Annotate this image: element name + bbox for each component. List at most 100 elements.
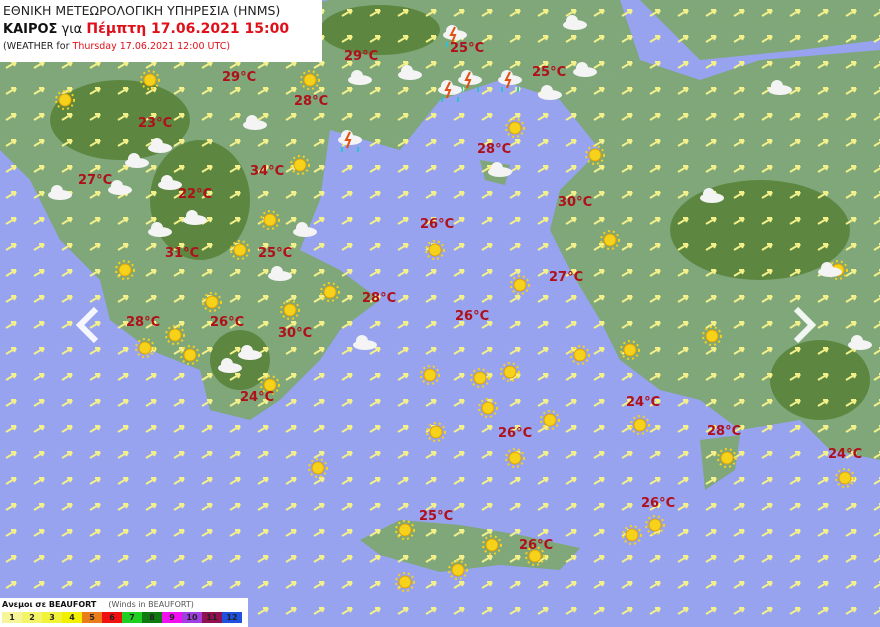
cloud-icon <box>183 210 207 225</box>
agency-name: ΕΘΝΙΚΗ ΜΕΤΕΩΡΟΛΟΓΙΚΗ ΥΠΗΡΕΣΙΑ (HNMS) <box>3 3 281 18</box>
temperature-label: 22°C <box>178 187 213 202</box>
cloud-icon <box>48 185 72 200</box>
map-header: ΕΘΝΙΚΗ ΜΕΤΕΩΡΟΛΟΓΙΚΗ ΥΠΗΡΕΣΙΑ (HNMS) ΚΑΙ… <box>0 0 322 62</box>
beaufort-level: 12 <box>222 612 242 623</box>
cloud-icon <box>238 345 262 360</box>
cloud-icon <box>353 335 377 350</box>
sun-icon <box>165 325 185 345</box>
temperature-label: 28°C <box>477 142 512 157</box>
cloud-icon <box>538 85 562 100</box>
sun-icon <box>505 118 525 138</box>
cloud-icon <box>158 175 182 190</box>
thunderstorm-icon <box>443 25 467 47</box>
temperature-label: 25°C <box>532 65 567 80</box>
temperature-label: 26°C <box>641 496 676 511</box>
temperature-label: 30°C <box>558 195 593 210</box>
cloud-icon <box>398 65 422 80</box>
weather-label: ΚΑΙΡΟΣ <box>3 22 58 37</box>
thunderstorm-icon <box>438 80 462 102</box>
weather-icons <box>48 15 872 592</box>
temperature-label: 26°C <box>498 426 533 441</box>
temperature-label: 25°C <box>258 246 293 261</box>
temperature-label: 26°C <box>420 217 455 232</box>
sun-icon <box>180 345 200 365</box>
sun-icon <box>570 345 590 365</box>
sun-icon <box>448 560 468 580</box>
sun-icon <box>395 572 415 592</box>
temperature-label: 25°C <box>450 41 485 56</box>
previous-button[interactable] <box>72 305 106 345</box>
sun-icon <box>260 210 280 230</box>
sun-icon <box>620 340 640 360</box>
cloud-icon <box>848 335 872 350</box>
temperature-label: 25°C <box>419 509 454 524</box>
beaufort-level: 8 <box>142 612 162 623</box>
beaufort-level: 1 <box>2 612 22 623</box>
sun-icon <box>202 292 222 312</box>
temperature-label: 27°C <box>549 270 584 285</box>
temperature-label: 34°C <box>250 164 285 179</box>
temperature-label: 31°C <box>165 246 200 261</box>
sun-icon <box>280 300 300 320</box>
cloud-icon <box>768 80 792 95</box>
beaufort-level: 7 <box>122 612 142 623</box>
sun-icon <box>426 422 446 442</box>
temperature-label: 28°C <box>707 424 742 439</box>
sun-icon <box>140 70 160 90</box>
temperature-label: 24°C <box>240 390 275 405</box>
sun-icon <box>115 260 135 280</box>
sun-icon <box>600 230 620 250</box>
cloud-icon <box>148 138 172 153</box>
temperature-label: 26°C <box>210 315 245 330</box>
forecast-title: ΚΑΙΡΟΣ για Πέμπτη 17.06.2021 15:00 <box>3 20 322 39</box>
sun-icon <box>505 448 525 468</box>
beaufort-level: 10 <box>182 612 202 623</box>
thunderstorm-icon <box>498 70 522 92</box>
sun-icon <box>230 240 250 260</box>
sun-icon <box>420 365 440 385</box>
temperature-label: 28°C <box>294 94 329 109</box>
beaufort-level: 5 <box>82 612 102 623</box>
sun-icon <box>510 275 530 295</box>
cloud-icon <box>488 162 512 177</box>
temperature-label: 29°C <box>344 49 379 64</box>
local-datetime: Πέμπτη 17.06.2021 15:00 <box>86 21 290 37</box>
forecast-subtitle: (WEATHER for Thursday 17.06.2021 12:00 U… <box>3 39 322 55</box>
cloud-icon <box>563 15 587 30</box>
cloud-icon <box>818 262 842 277</box>
legend-title: Ανεμοι σε BEAUFORT <box>2 600 97 609</box>
sun-icon <box>525 546 545 566</box>
cloud-icon <box>573 62 597 77</box>
beaufort-level: 4 <box>62 612 82 623</box>
thunderstorm-icon <box>338 130 362 152</box>
temperature-label: 24°C <box>626 395 661 410</box>
sun-icon <box>308 458 328 478</box>
cloud-icon <box>348 70 372 85</box>
sun-icon <box>320 282 340 302</box>
cloud-icon <box>148 222 172 237</box>
chevron-right-icon <box>793 306 817 344</box>
temperature-label: 30°C <box>278 326 313 341</box>
sun-icon <box>500 362 520 382</box>
temperature-label: 24°C <box>828 447 863 462</box>
sun-icon <box>482 535 502 555</box>
temperature-label: 28°C <box>126 315 161 330</box>
beaufort-level: 2 <box>22 612 42 623</box>
utc-datetime: Thursday 17.06.2021 12:00 UTC) <box>72 41 231 52</box>
beaufort-level: 3 <box>42 612 62 623</box>
en-prefix: (WEATHER for <box>3 41 70 52</box>
cloud-icon <box>268 266 292 281</box>
temperature-label: 29°C <box>222 70 257 85</box>
cloud-icon <box>125 153 149 168</box>
temperature-label: 28°C <box>362 291 397 306</box>
thunderstorm-icon <box>458 70 482 92</box>
beaufort-level: 6 <box>102 612 122 623</box>
cloud-icon <box>218 358 242 373</box>
next-button[interactable] <box>786 305 820 345</box>
sun-icon <box>300 70 320 90</box>
beaufort-scale: 1 2 3 4 5 6 7 8 9 10 11 12 <box>2 612 242 623</box>
legend-subtitle: (Winds in BEAUFORT) <box>108 600 194 609</box>
chevron-left-icon <box>75 306 99 344</box>
